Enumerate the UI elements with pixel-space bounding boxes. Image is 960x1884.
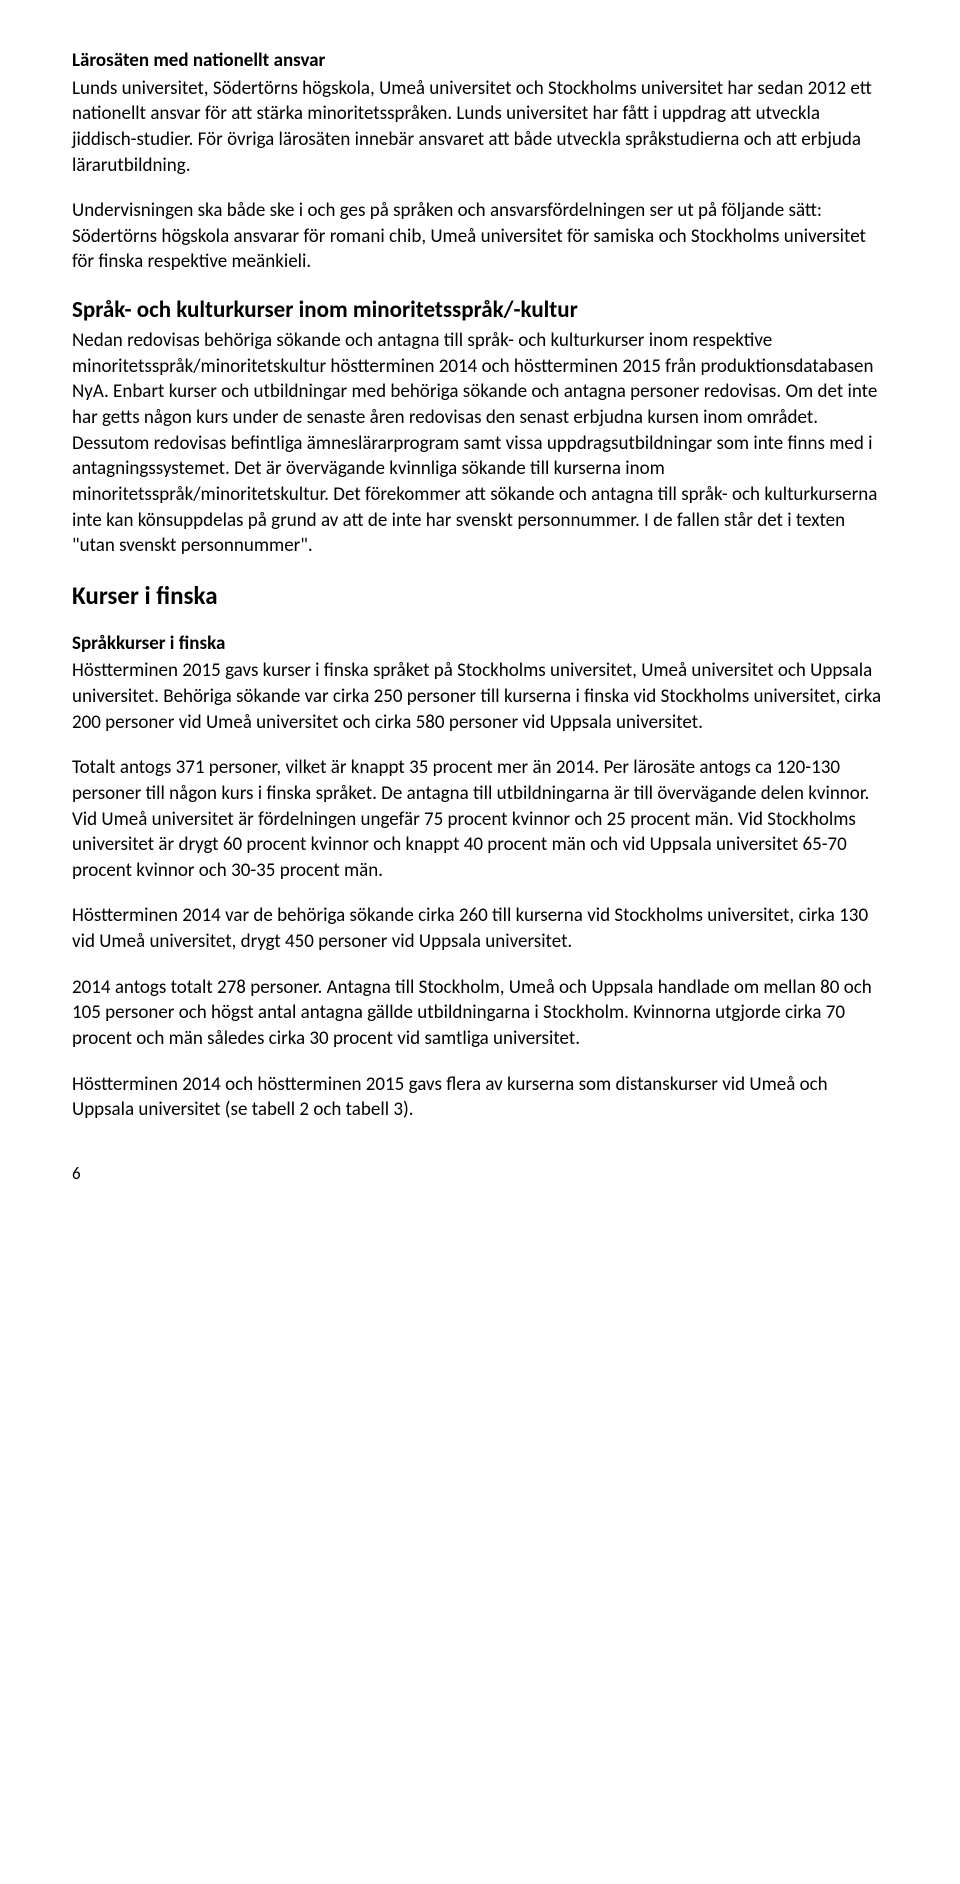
paragraph-intro-1: Lunds universitet, Södertörns högskola, …: [72, 76, 888, 179]
paragraph-finska-4: 2014 antogs totalt 278 personer. Antagna…: [72, 975, 888, 1052]
heading-larosaten: Lärosäten med nationellt ansvar: [72, 48, 888, 74]
paragraph-finska-5: Höstterminen 2014 och höstterminen 2015 …: [72, 1072, 888, 1123]
heading-kurser-finska: Kurser i finska: [72, 579, 888, 613]
paragraph-finska-1: Höstterminen 2015 gavs kurser i finska s…: [72, 658, 888, 735]
heading-sprakkurser-finska: Språkkurser i finska: [72, 631, 888, 657]
paragraph-finska-2: Totalt antogs 371 personer, vilket är kn…: [72, 755, 888, 883]
paragraph-finska-3: Höstterminen 2014 var de behöriga sökand…: [72, 903, 888, 954]
paragraph-sprak-kultur: Nedan redovisas behöriga sökande och ant…: [72, 328, 888, 559]
page-number: 6: [72, 1163, 888, 1186]
heading-sprak-kultur: Språk- och kulturkurser inom minoritetss…: [72, 295, 888, 326]
paragraph-intro-2: Undervisningen ska både ske i och ges på…: [72, 198, 888, 275]
